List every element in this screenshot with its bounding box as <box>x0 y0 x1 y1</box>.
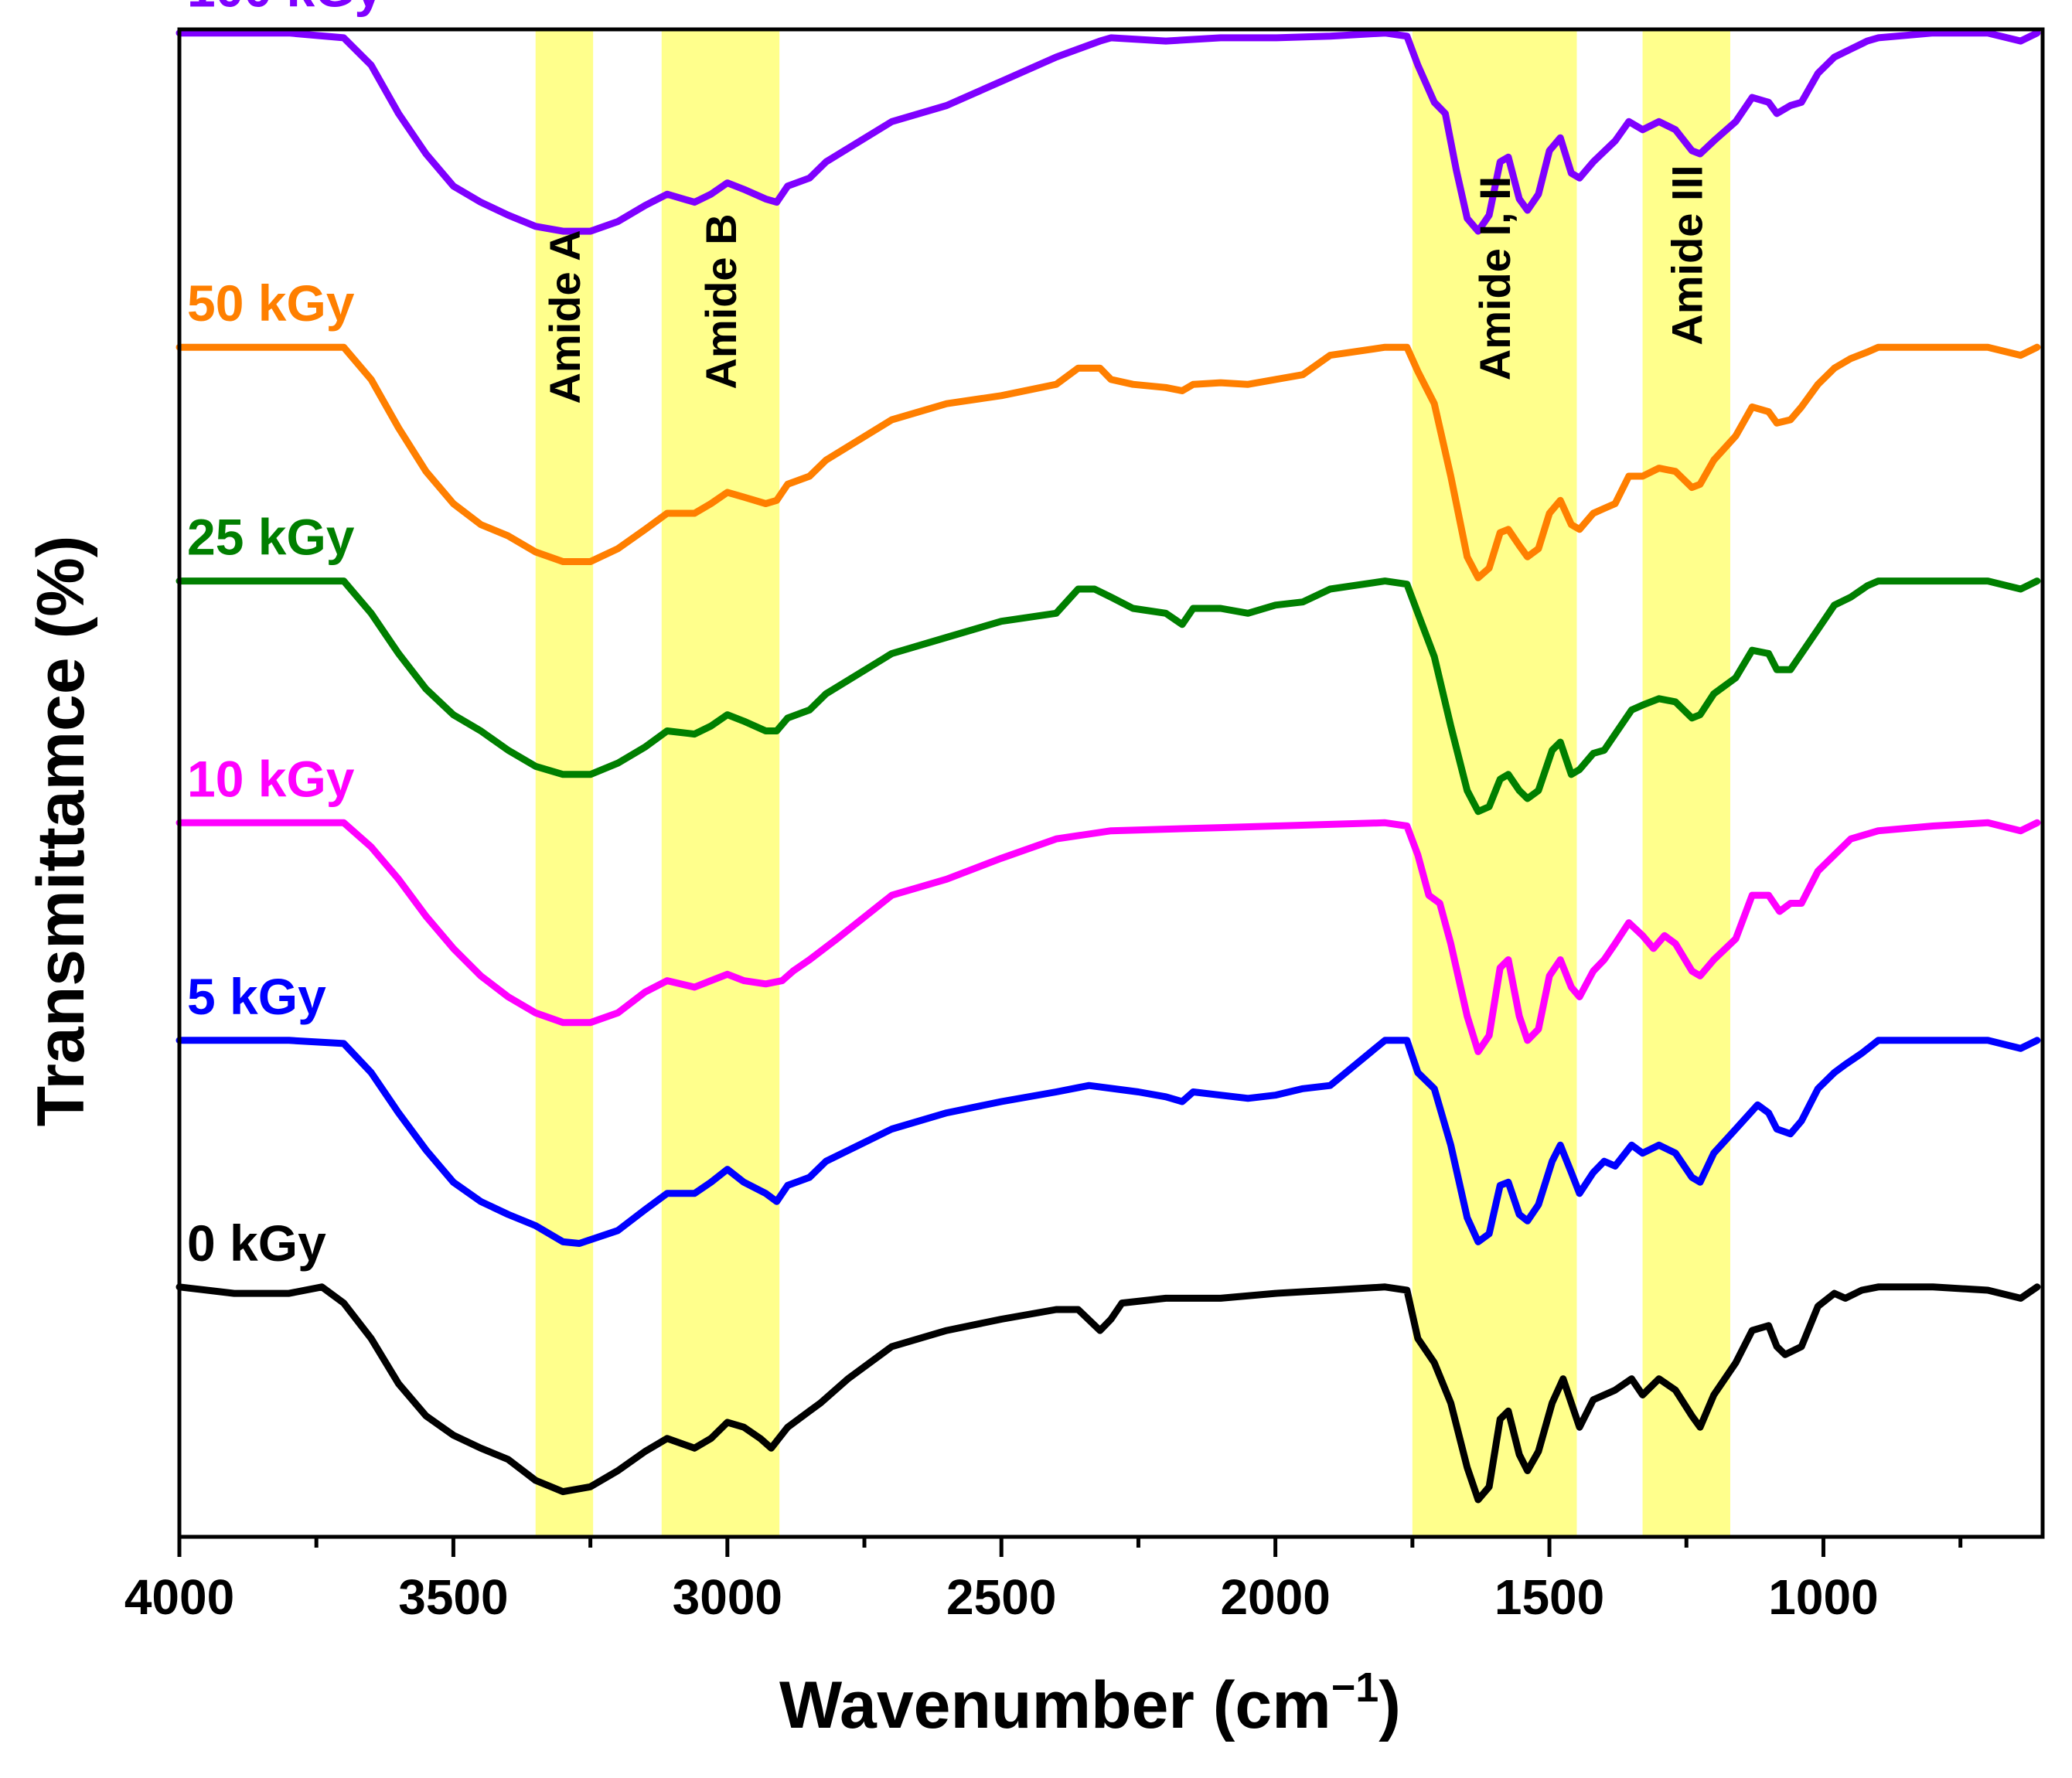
band-label: Amide III <box>1662 165 1711 345</box>
x-axis-title: Wavenumber (cm−1) <box>779 1664 1401 1742</box>
x-tick-label: 3500 <box>398 1569 508 1625</box>
y-axis-title: Transmittamce (%) <box>24 536 98 1127</box>
spectra <box>176 29 2041 1504</box>
axes: 4000 3500 3000 2500 2000 1500 1000 <box>124 27 2045 1625</box>
band-amide-a <box>535 29 594 1537</box>
series-line-5-kgy <box>176 1037 2041 1247</box>
series-label-10-kgy: 10 kGy <box>187 750 355 807</box>
amide-bands <box>535 29 1730 1537</box>
x-tick-label: 2500 <box>946 1569 1056 1625</box>
x-tick-label: 1000 <box>1768 1569 1878 1625</box>
x-tick-label: 2000 <box>1220 1569 1330 1625</box>
series-label-100-kgy: 100 kGy <box>187 0 383 18</box>
band-amide-iii <box>1642 29 1730 1537</box>
band-amide-i-ii <box>1412 29 1577 1537</box>
x-tick-label: 1500 <box>1494 1569 1604 1625</box>
series-line-50-kgy <box>176 343 2041 581</box>
series-line-10-kgy <box>176 819 2041 1055</box>
series-line-100-kgy <box>176 29 2041 235</box>
band-label: Amide B <box>697 213 745 389</box>
band-amide-b <box>661 29 780 1537</box>
band-label: Amide I, II <box>1471 176 1519 381</box>
series-label-50-kgy: 50 kGy <box>187 274 355 332</box>
series-label-5-kgy: 5 kGy <box>187 968 326 1025</box>
series-label-0-kgy: 0 kGy <box>187 1214 326 1272</box>
x-tick-label: 3000 <box>673 1569 782 1625</box>
series-line-0-kgy <box>176 1283 2041 1504</box>
series-line-25-kgy <box>176 577 2041 816</box>
x-tick-label: 4000 <box>124 1569 234 1625</box>
series-labels: Amide A Amide B Amide I, II Amide III 0 kGy 5… <box>187 0 1711 1272</box>
series-label-25-kgy: 25 kGy <box>187 509 355 566</box>
band-label: Amide A <box>540 230 589 404</box>
plot-frame <box>177 27 2045 1539</box>
